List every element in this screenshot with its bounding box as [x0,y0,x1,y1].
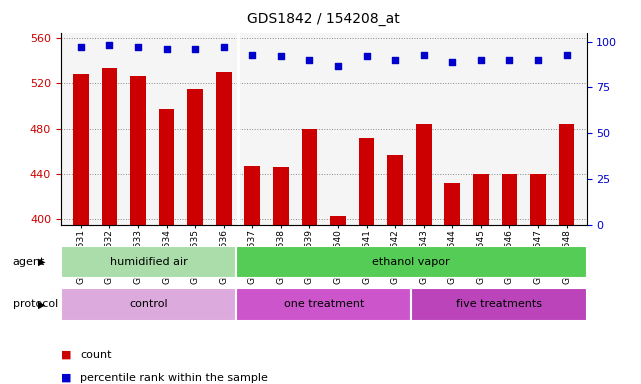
Bar [416,124,431,225]
Bar [359,138,374,225]
Point [533,57,543,63]
Bar [61,288,236,321]
Bar [244,166,260,225]
Bar [387,155,403,225]
Text: one treatment: one treatment [283,299,364,310]
Bar [236,246,587,278]
Point [333,63,343,69]
Point [476,57,486,63]
Bar [130,76,146,225]
Point [219,44,229,50]
Bar [273,167,288,225]
Text: humidified air: humidified air [110,257,187,267]
Point [419,51,429,58]
Text: control: control [129,299,168,310]
Text: agent: agent [13,257,46,267]
Text: ▶: ▶ [38,257,46,267]
Text: ethanol vapor: ethanol vapor [372,257,450,267]
Text: GDS1842 / 154208_at: GDS1842 / 154208_at [247,12,400,25]
Point [162,46,172,52]
Bar [73,74,88,225]
Text: percentile rank within the sample: percentile rank within the sample [80,373,268,383]
Point [447,59,458,65]
Bar [412,288,587,321]
Point [247,51,258,58]
Bar [301,129,317,225]
Point [133,44,143,50]
Bar [236,288,412,321]
Bar [330,215,346,225]
Bar [501,174,517,225]
Bar [473,174,488,225]
Text: ▶: ▶ [38,299,46,310]
Text: protocol: protocol [13,299,58,310]
Text: count: count [80,350,112,360]
Bar [187,89,203,225]
Point [190,46,200,52]
Text: ■: ■ [61,350,71,360]
Point [104,42,115,48]
Text: five treatments: five treatments [456,299,542,310]
Point [76,44,86,50]
Text: ■: ■ [61,373,71,383]
Point [304,57,315,63]
Bar [216,72,231,225]
Point [362,53,372,60]
Bar [444,183,460,225]
Bar [159,109,174,225]
Point [276,53,286,60]
Bar [530,174,545,225]
Bar [102,68,117,225]
Bar [559,124,574,225]
Bar [61,246,236,278]
Point [562,51,572,58]
Point [390,57,400,63]
Point [504,57,515,63]
